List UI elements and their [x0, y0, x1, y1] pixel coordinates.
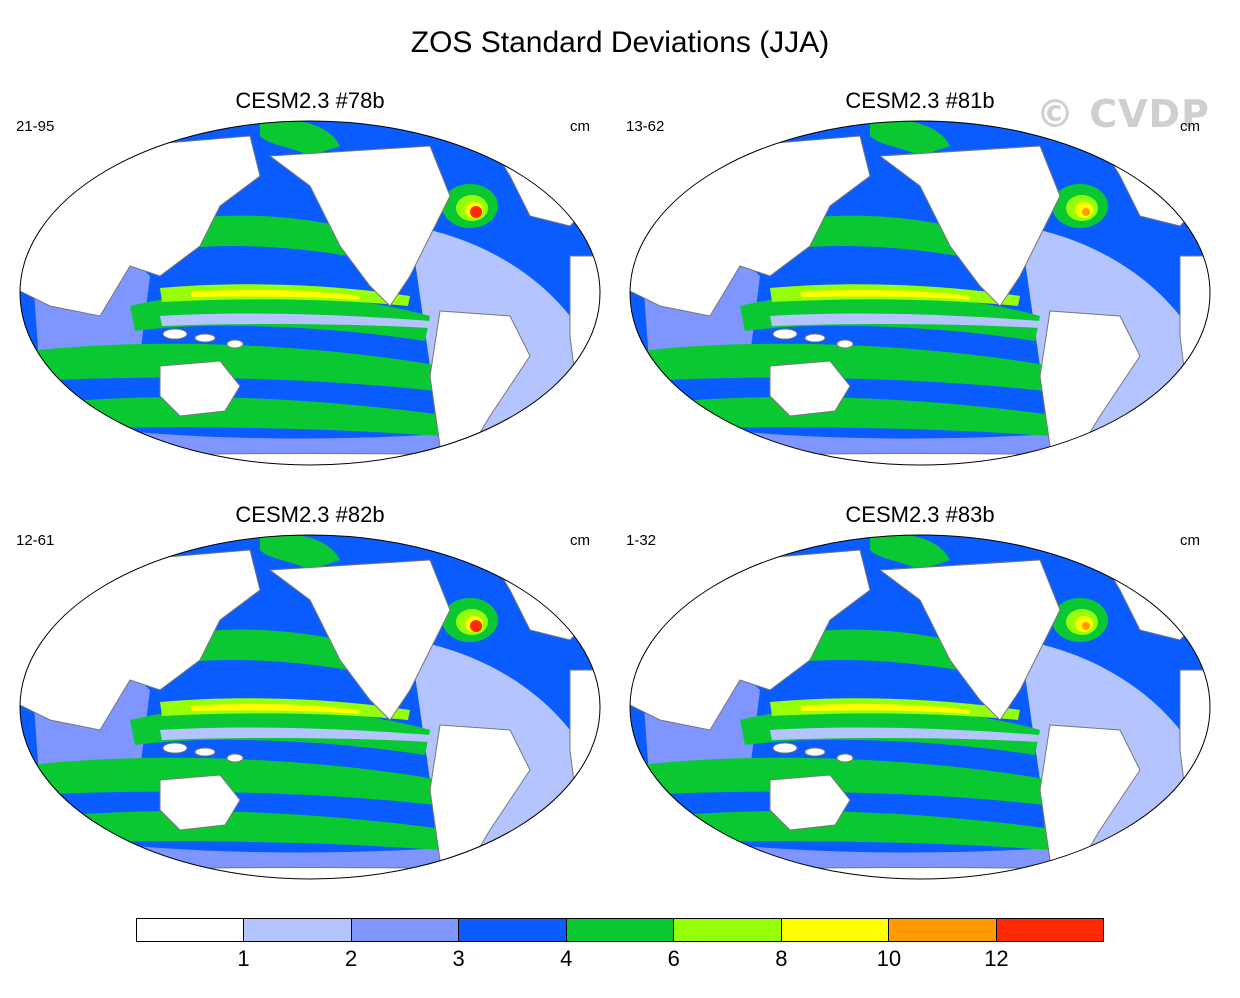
map-panel-2: CESM2.3 #81b 13-62 cm [620, 88, 1220, 488]
colorbar-box [781, 919, 890, 941]
map-panel-1: CESM2.3 #78b 21-95 cm [10, 88, 610, 488]
colorbar-box [459, 919, 567, 941]
figure-title: ZOS Standard Deviations (JJA) [410, 26, 830, 59]
map-panel-4: CESM2.3 #83b 1-32 cm [620, 502, 1220, 902]
robinson-map [629, 120, 1211, 466]
colorbar-label: 10 [876, 946, 902, 971]
robinson-map [19, 534, 601, 880]
colorbar-label: 2 [344, 946, 358, 971]
colorbar-label: 1 [237, 946, 250, 971]
panel-units: cm [1180, 532, 1200, 549]
colorbar-box [674, 919, 782, 941]
panel-units: cm [570, 118, 590, 135]
colorbar-box [137, 919, 245, 941]
colorbar-box [244, 919, 352, 941]
panel-years: 12-61 [16, 532, 55, 549]
panel-title: CESM2.3 #82b [235, 502, 385, 527]
colorbar-label: 8 [775, 946, 788, 971]
colorbar-box [889, 919, 997, 941]
panel-title: CESM2.3 #83b [845, 502, 995, 527]
panel-units: cm [1180, 118, 1200, 135]
panel-title: CESM2.3 #78b [235, 88, 385, 113]
colorbar-box [996, 919, 1103, 941]
robinson-map [19, 120, 601, 466]
robinson-map [629, 534, 1211, 880]
map-panel-3: CESM2.3 #82b 12-61 cm [10, 502, 610, 902]
panel-title: CESM2.3 #81b [845, 88, 995, 113]
colorbar-label: 12 [984, 946, 1009, 971]
panel-years: 13-62 [626, 118, 665, 135]
cvdp-watermark: © CVDP [1036, 92, 1210, 136]
colorbar-label: 4 [560, 946, 573, 971]
panel-years: 21-95 [16, 118, 55, 135]
colorbar-box [566, 919, 675, 941]
colorbar-label: 6 [667, 946, 680, 971]
colorbar-box [351, 919, 460, 941]
colorbar-label: 3 [452, 946, 465, 971]
panel-units: cm [570, 532, 590, 549]
colorbar [136, 918, 1104, 942]
panel-years: 1-32 [626, 532, 657, 549]
